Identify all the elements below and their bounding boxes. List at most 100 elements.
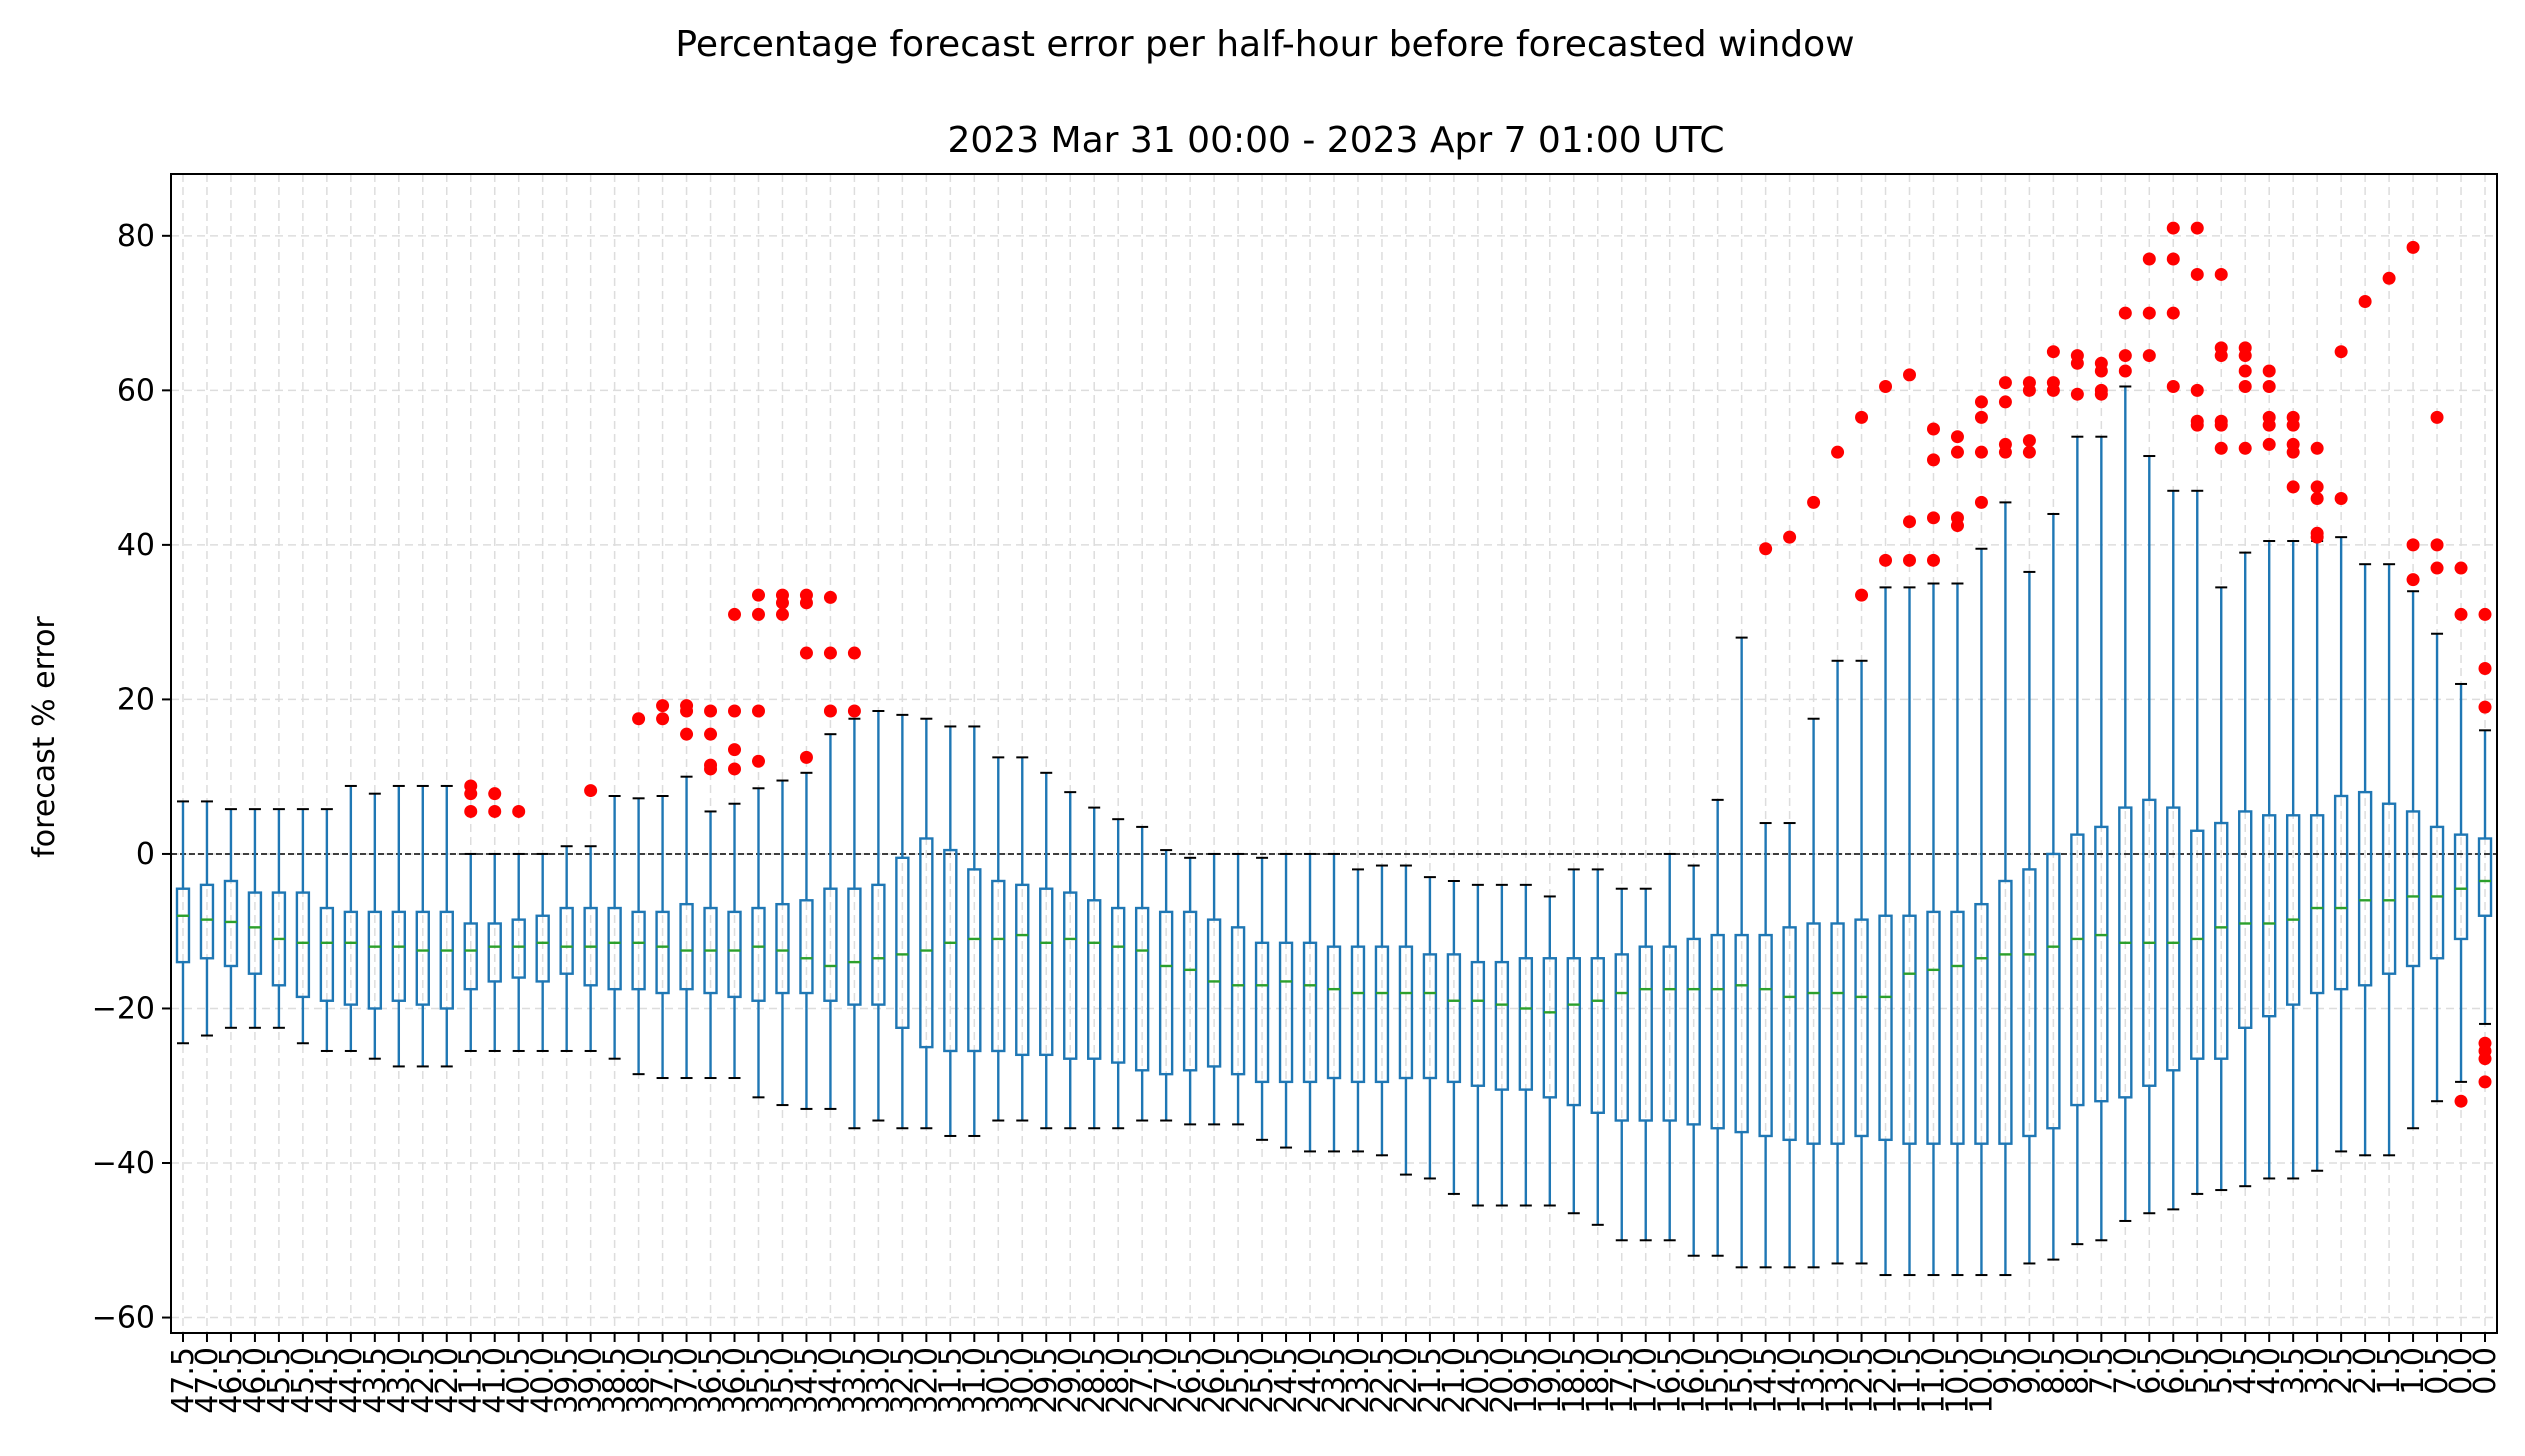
outlier-point — [1855, 410, 1869, 424]
box-iqr — [2046, 852, 2061, 1130]
box-12.5 — [1854, 410, 1869, 1265]
x-tick-label: 14.0 — [1773, 1347, 1808, 1414]
outlier-point — [2022, 434, 2036, 448]
box-iqr — [199, 883, 215, 960]
x-tick-label: 10.5 — [1940, 1347, 1975, 1414]
box-12.0 — [1878, 379, 1893, 1277]
x-tick-label: 23.0 — [1341, 1347, 1376, 1414]
x-tick-label: 0.0 — [2468, 1347, 2503, 1395]
box-iqr — [1758, 933, 1773, 1138]
box-iqr — [919, 837, 934, 1049]
box-iqr — [2381, 802, 2397, 975]
box-10.0 — [1974, 395, 1989, 1277]
x-tick-label: 19.5 — [1509, 1347, 1544, 1414]
outlier-point — [728, 762, 742, 776]
box-7.0 — [2118, 306, 2133, 1222]
x-tick-label: 41.5 — [454, 1347, 489, 1414]
outlier-point — [632, 712, 646, 726]
box-iqr — [295, 891, 311, 999]
outlier-point — [2454, 561, 2468, 575]
box-22.5 — [1374, 864, 1390, 1157]
x-tick-label: 30.5 — [981, 1347, 1016, 1414]
box-iqr — [1638, 945, 1653, 1122]
outlier-point — [2118, 349, 2132, 363]
box-iqr — [1374, 945, 1390, 1084]
box-iqr — [871, 883, 886, 1006]
outlier-point — [2094, 364, 2108, 378]
box-iqr — [2190, 829, 2205, 1060]
x-tick-label: 12.5 — [1845, 1347, 1880, 1414]
x-tick-label: 26.5 — [1173, 1347, 1208, 1414]
box-34.5 — [799, 588, 814, 1110]
box-36.0 — [727, 607, 742, 1080]
box-iqr — [1039, 887, 1054, 1057]
x-tick-label: 20.0 — [1485, 1347, 1520, 1414]
outlier-point — [2190, 383, 2204, 397]
x-tick-label: 9.0 — [2012, 1347, 2047, 1395]
y-tick-label: −40 — [92, 1146, 155, 1181]
box-5.0 — [2214, 267, 2229, 1192]
outlier-point — [704, 727, 718, 741]
x-tick-label: 34.0 — [813, 1347, 848, 1414]
box-0.0 — [2477, 607, 2493, 1089]
outlier-point — [1783, 530, 1797, 544]
box-iqr — [1206, 918, 1222, 1068]
box-iqr — [1350, 945, 1366, 1084]
box-iqr — [1686, 937, 1701, 1126]
x-tick-label: 29.5 — [1029, 1347, 1064, 1414]
x-tick-label: 28.5 — [1077, 1347, 1112, 1414]
outlier-point — [2262, 364, 2276, 378]
box-iqr — [2477, 837, 2493, 917]
x-tick-label: 15.0 — [1725, 1347, 1760, 1414]
box-38.5 — [607, 794, 622, 1060]
outlier-point — [2046, 345, 2060, 359]
x-tick-label: 45.5 — [262, 1347, 297, 1414]
box-iqr — [847, 887, 862, 1006]
box-iqr — [2118, 806, 2133, 1099]
outlier-point — [1974, 410, 1988, 424]
box-16.0 — [1686, 864, 1701, 1257]
box-29.0 — [1063, 791, 1078, 1130]
x-tick-label: 38.5 — [598, 1347, 633, 1414]
x-tick-label: 25.5 — [1221, 1347, 1256, 1414]
x-tick-label: 11.0 — [1916, 1347, 1951, 1414]
chart-title: Percentage forecast error per half-hour … — [675, 24, 1854, 65]
y-tick-label: 40 — [117, 528, 155, 563]
outlier-point — [656, 712, 670, 726]
box-iqr — [1446, 953, 1462, 1084]
box-17.0 — [1638, 887, 1653, 1242]
boxes — [175, 221, 2493, 1277]
outlier-point — [2406, 573, 2420, 587]
box-14.5 — [1758, 542, 1773, 1269]
outlier-point — [1903, 368, 1917, 382]
outlier-point — [751, 704, 765, 718]
box-iqr — [655, 910, 670, 995]
x-tick-label: 9.5 — [1988, 1347, 2023, 1395]
x-tick-label: 34.5 — [789, 1347, 824, 1414]
y-tick-label: 20 — [117, 682, 155, 717]
x-tick-label: 37.0 — [670, 1347, 705, 1414]
box-iqr — [1398, 945, 1414, 1080]
box-iqr — [727, 910, 742, 999]
box-21.0 — [1446, 879, 1462, 1195]
outlier-point — [1903, 515, 1917, 529]
box-1.0 — [2405, 240, 2421, 1130]
box-iqr — [1254, 941, 1270, 1084]
outlier-point — [1831, 445, 1845, 459]
outlier-point — [2310, 480, 2324, 494]
box-31.5 — [943, 725, 958, 1137]
outlier-point — [2406, 240, 2420, 254]
outlier-point — [2190, 267, 2204, 281]
box-41.0 — [487, 787, 502, 1052]
x-tick-label: 27.5 — [1125, 1347, 1160, 1414]
outlier-point — [2382, 271, 2396, 285]
box-46.0 — [247, 808, 263, 1029]
x-tick-label: 24.5 — [1269, 1347, 1304, 1414]
box-13.5 — [1806, 495, 1821, 1269]
box-iqr — [1782, 926, 1797, 1142]
box-2.0 — [2357, 294, 2373, 1157]
box-31.0 — [967, 725, 982, 1137]
box-iqr — [2022, 868, 2037, 1138]
x-tick-label: 43.0 — [382, 1347, 417, 1414]
box-iqr — [2333, 794, 2349, 991]
